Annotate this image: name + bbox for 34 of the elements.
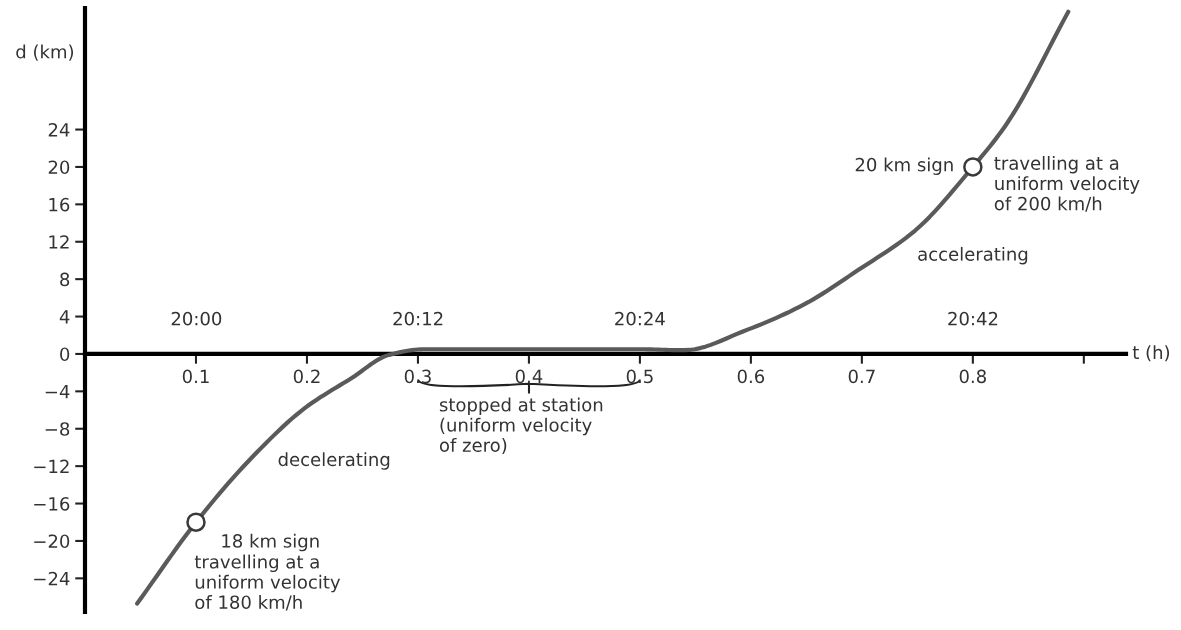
y-tick-label: −4 — [45, 385, 70, 399]
annotation: 18 km sign — [222, 533, 319, 552]
x-tick-label: 0.5 — [626, 369, 653, 384]
y-tick-label: −12 — [34, 459, 69, 473]
y-tick-label: −16 — [34, 497, 70, 511]
x-tick-label: 0.7 — [848, 369, 875, 384]
y-tick-label: −24 — [34, 571, 70, 586]
x-tick-label: 0.6 — [737, 369, 765, 384]
annotation: 20:42 — [948, 311, 998, 326]
y-tick-label: 8 — [60, 272, 70, 287]
y-tick-label: 4 — [59, 310, 70, 324]
y-tick-label: 0 — [60, 347, 70, 362]
y-tick-label: 24 — [48, 123, 70, 137]
annotation: accelerating — [918, 246, 1028, 265]
y-tick-label: −20 — [34, 534, 70, 549]
x-tick-label: 0.8 — [959, 369, 986, 384]
x-tick-label: 0.4 — [515, 369, 543, 384]
annotation: decelerating — [278, 452, 390, 470]
x-tick-label: 0.2 — [293, 369, 320, 384]
annotation: travelling at a uniform velocity of 200 km/h — [994, 155, 1140, 212]
x-tick-label: 0.3 — [404, 369, 431, 384]
x-axis-title: t (h) — [1132, 345, 1170, 362]
annotation: 20:12 — [393, 311, 443, 326]
annotation: stopped at station (uniform velocity of zero) — [439, 397, 603, 455]
annotation: 20:24 — [615, 311, 665, 326]
y-axis-title: d (km) — [16, 44, 74, 61]
annotation: 20 km sign — [855, 157, 953, 175]
annotation: 20:00 — [171, 311, 222, 326]
x-tick-label: 0.1 — [182, 369, 209, 384]
y-tick-label: −8 — [45, 422, 70, 436]
y-tick-label: 12 — [49, 235, 69, 249]
y-tick-label: 16 — [49, 197, 70, 212]
annotation: travelling at a uniform velocity of 180 km/h — [194, 554, 341, 611]
y-tick-label: 20 — [48, 160, 70, 175]
